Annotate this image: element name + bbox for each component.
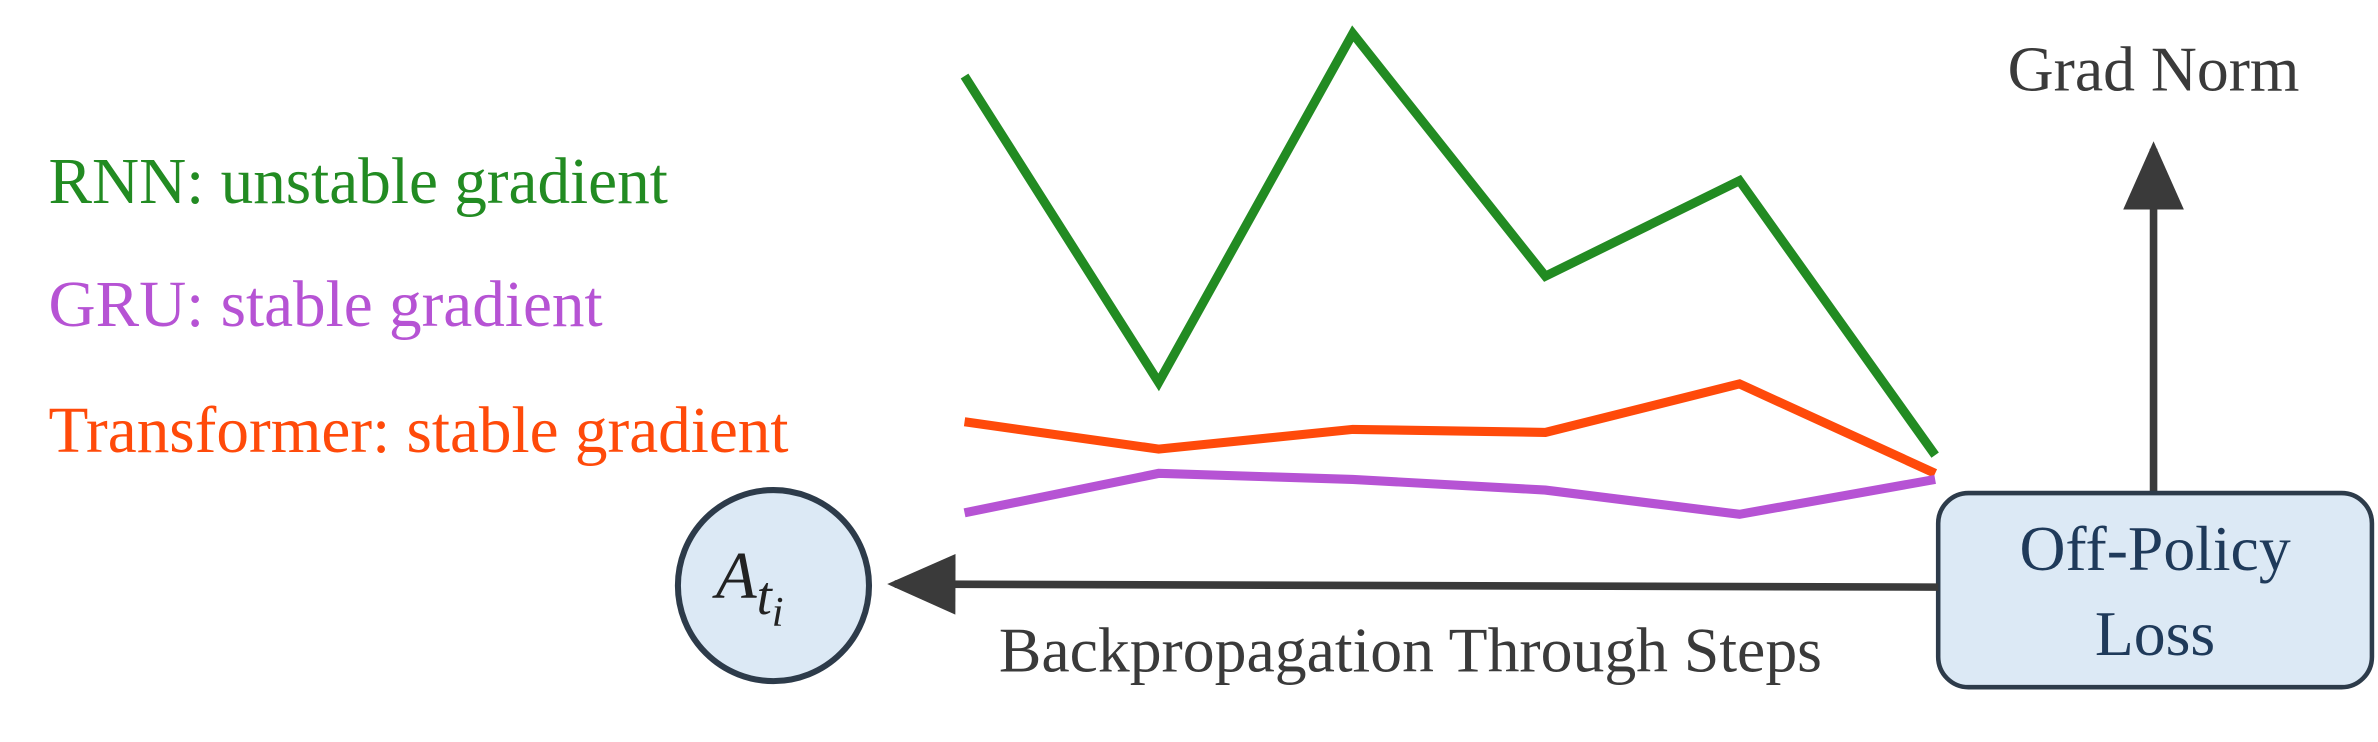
transformer-curve <box>963 379 1938 478</box>
node-label: Ati <box>712 540 784 636</box>
legend-label: RNN: unstable gradient <box>49 146 668 218</box>
grad-norm-label: Grad Norm <box>2008 34 2300 105</box>
loss-box <box>1935 490 2375 690</box>
legend: RNN: unstable gradient GRU: stable gradie… <box>49 146 789 467</box>
loss-box-line: Off-Policy <box>2019 513 2290 584</box>
node-circle <box>674 487 873 685</box>
gru-curve <box>963 468 1936 519</box>
legend-label: GRU: stable gradient <box>49 269 603 341</box>
backprop-arrow <box>887 553 1939 615</box>
node-subsub: i <box>772 589 784 636</box>
legend-label: Transformer: stable gradient <box>49 395 789 467</box>
backprop-label: Backpropagation Through Steps <box>999 614 1822 685</box>
loss-box-line: Loss <box>2095 598 2215 669</box>
node-base: A <box>712 540 757 613</box>
rnn-curve <box>960 25 1939 458</box>
node-sub: t <box>757 564 774 625</box>
